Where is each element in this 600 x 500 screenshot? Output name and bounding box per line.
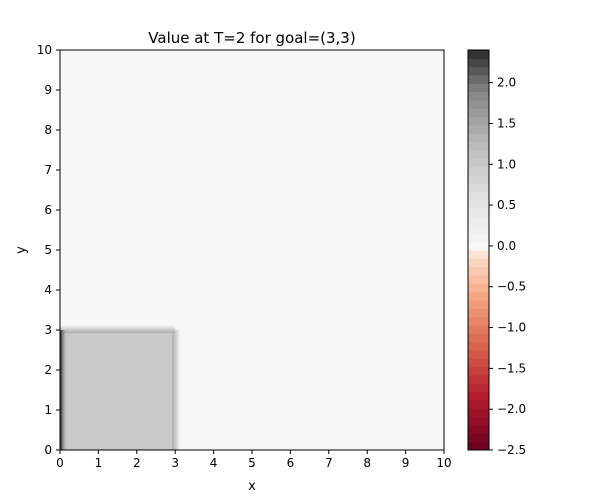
y-tick-label: 5 <box>44 243 52 257</box>
colorbar-band <box>468 416 489 426</box>
y-axis-ticks: 0 1 2 3 4 5 6 7 8 9 10 <box>37 43 60 457</box>
y-tick-label: 1 <box>44 403 52 417</box>
colorbar-band <box>468 275 489 284</box>
colorbar-band <box>468 191 489 201</box>
colorbar-frame <box>467 49 490 451</box>
colorbar-band <box>468 216 489 226</box>
x-tick-label: 2 <box>133 456 141 470</box>
colorbar-band <box>468 350 489 359</box>
colorbar-band <box>468 400 489 409</box>
heatmap-left-edge <box>60 330 67 450</box>
y-tick-label: 8 <box>44 123 52 137</box>
y-tick-label: 3 <box>44 323 52 337</box>
colorbar-tick-label: −1.5 <box>497 361 526 375</box>
plot-area <box>59 49 445 451</box>
colorbar-band <box>468 408 489 418</box>
x-tick-label: 10 <box>436 456 451 470</box>
x-tick-label: 8 <box>363 456 371 470</box>
colorbar-band <box>468 358 489 368</box>
x-tick-label: 4 <box>210 456 218 470</box>
y-tick-label: 10 <box>37 43 52 57</box>
colorbar-band <box>468 125 489 134</box>
x-tick-label: 1 <box>95 456 103 470</box>
heatmap-region-0 <box>60 330 176 450</box>
colorbar-band <box>468 91 489 101</box>
y-tick-label: 4 <box>44 283 52 297</box>
colorbar-band <box>468 175 489 184</box>
colorbar-band <box>468 225 489 234</box>
colorbar-tick-label: 0.0 <box>497 239 516 253</box>
colorbar-band <box>468 383 489 393</box>
colorbar-band <box>468 116 489 126</box>
colorbar-tick-label: −0.5 <box>497 280 526 294</box>
colorbar-band <box>468 316 489 326</box>
colorbar-band <box>468 341 489 351</box>
colorbar-tick-label: −1.0 <box>497 321 526 335</box>
colorbar-band <box>468 325 489 334</box>
colorbar-band <box>468 333 489 343</box>
colorbar-band <box>468 166 489 176</box>
colorbar-band <box>468 250 489 259</box>
colorbar-band <box>468 200 489 209</box>
y-tick-label: 9 <box>44 83 52 97</box>
colorbar-band <box>468 375 489 384</box>
colorbar-tick-label: −2.5 <box>497 443 526 457</box>
y-tick-label: 6 <box>44 203 52 217</box>
chart-title: Value at T=2 for goal=(3,3) <box>148 29 355 47</box>
colorbar-band <box>468 133 489 143</box>
colorbar-band <box>468 233 489 243</box>
x-tick-label: 5 <box>248 456 256 470</box>
colorbar-tick-label: −2.0 <box>497 402 526 416</box>
x-axis-label: x <box>248 479 256 494</box>
colorbar-band <box>468 441 489 451</box>
colorbar-band <box>468 141 489 151</box>
colorbar-band <box>468 50 489 59</box>
y-axis-label: y <box>14 246 29 254</box>
colorbar-band <box>468 158 489 168</box>
colorbar-band <box>468 241 489 251</box>
colorbar-band <box>468 108 489 118</box>
colorbar-band <box>468 100 489 109</box>
colorbar-band <box>468 283 489 293</box>
colorbar-band <box>468 291 489 301</box>
colorbar-band <box>468 83 489 93</box>
colorbar-band <box>468 300 489 309</box>
colorbar-band <box>468 58 489 68</box>
colorbar-band <box>468 266 489 276</box>
heatmap-region-edge-right <box>172 330 181 450</box>
y-tick-label: 7 <box>44 163 52 177</box>
colorbar-band <box>468 183 489 193</box>
x-tick-label: 9 <box>402 456 410 470</box>
colorbar-band <box>468 366 489 376</box>
colorbar-band <box>468 75 489 84</box>
colorbar-tick-label: 1.0 <box>497 157 516 171</box>
colorbar-band <box>468 425 489 434</box>
x-tick-label: 0 <box>56 456 64 470</box>
y-tick-label: 2 <box>44 363 52 377</box>
y-tick-label: 0 <box>44 443 52 457</box>
colorbar-band <box>468 433 489 443</box>
x-tick-label: 6 <box>287 456 295 470</box>
colorbar-band <box>468 308 489 318</box>
colorbar-band <box>468 66 489 76</box>
x-tick-label: 7 <box>325 456 333 470</box>
heatmap-region-edge-top <box>60 325 176 333</box>
colorbar-tick-label: 2.0 <box>497 76 516 90</box>
colorbar-band <box>468 258 489 268</box>
x-axis-ticks: 0 1 2 3 4 5 6 7 8 9 10 <box>56 450 452 470</box>
x-tick-label: 3 <box>171 456 179 470</box>
colorbar-tick-label: 0.5 <box>497 198 516 212</box>
colorbar-band <box>468 391 489 401</box>
colorbar: 2.0 1.5 1.0 0.5 0.0 −0.5 −1.0 −1.5 −2.0 −2.5 <box>467 49 526 457</box>
colorbar-tick-label: 1.5 <box>497 116 516 130</box>
colorbar-band <box>468 208 489 218</box>
colorbar-band <box>468 150 489 159</box>
